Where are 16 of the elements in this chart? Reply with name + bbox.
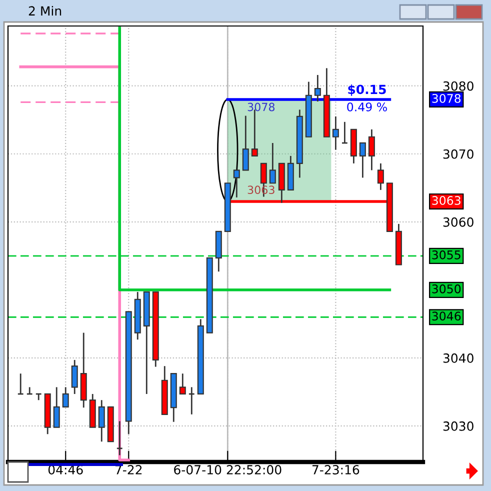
x-tick-label: 7-23:16 xyxy=(312,465,360,474)
text: 3050 xyxy=(432,284,461,294)
y-tick-label: 3040 xyxy=(443,353,474,363)
annotation: $0.15 xyxy=(348,84,386,96)
text: 3063 xyxy=(432,196,460,205)
y-tick-label: 3060 xyxy=(443,217,474,227)
ref-line-label: 3055 xyxy=(432,250,460,260)
y-tick-label: 3070 xyxy=(443,149,474,159)
annotation: 0.49 % xyxy=(347,102,387,112)
series-label: 3078 xyxy=(248,102,275,112)
y-tick-label: 3030 xyxy=(443,421,474,431)
x-tick-label: 6-07-10 22:52:00 xyxy=(174,465,282,474)
chart-title: 2 Min xyxy=(28,6,62,16)
ref-line-label: 3046 xyxy=(432,312,461,321)
text: 3078 xyxy=(432,94,461,103)
y-tick-label: 3080 xyxy=(443,81,474,91)
